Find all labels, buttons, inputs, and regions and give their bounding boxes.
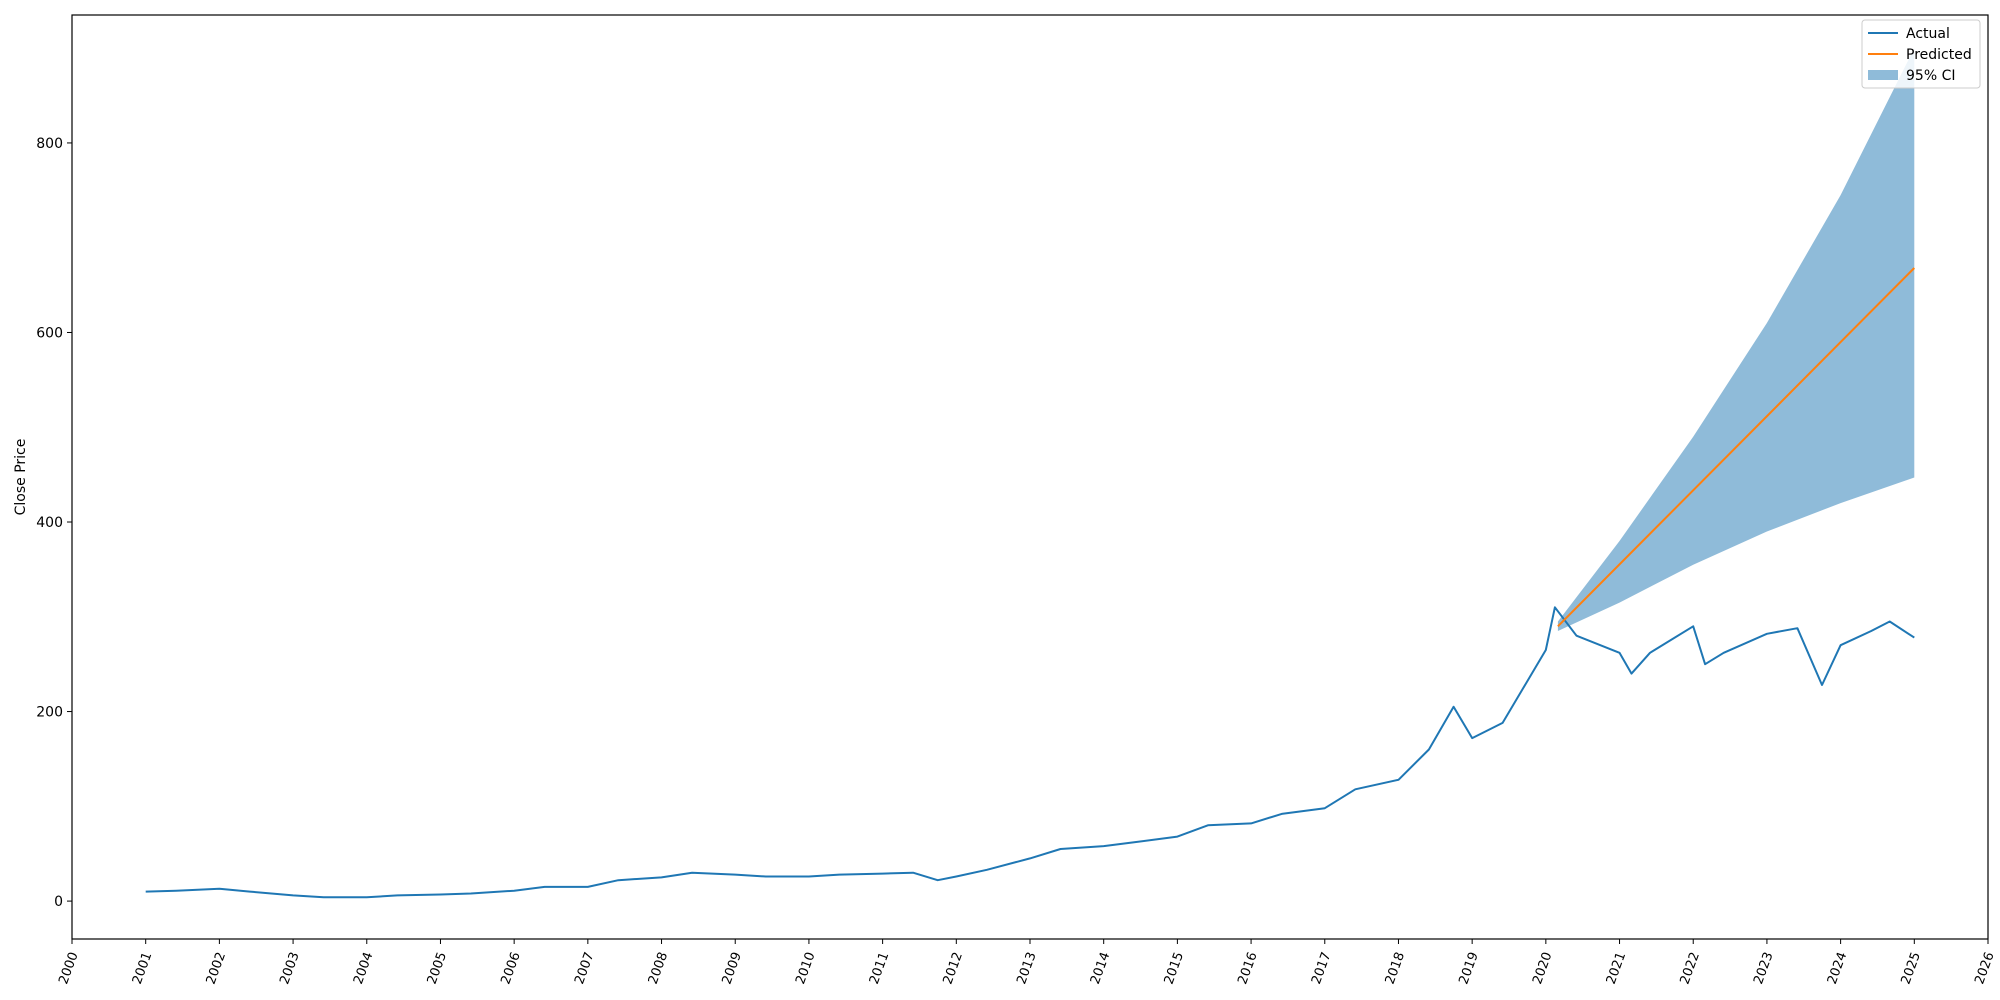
- x-axis: 2000 2001 2002 2003 2004 2005 2006 2007 2008 2009…: [56, 939, 1998, 986]
- legend-label: 95% CI: [1906, 68, 1955, 84]
- x-tick-label: 2015: [1162, 950, 1187, 986]
- x-tick-label: 2025: [1899, 950, 1924, 986]
- x-tick-label: 2000: [56, 950, 81, 986]
- x-tick-label: 2014: [1088, 950, 1113, 986]
- series-line-predicted: [1557, 267, 1916, 628]
- x-tick-label: 2002: [204, 950, 229, 986]
- y-tick-label: 400: [36, 515, 63, 531]
- x-tick-label: 2001: [130, 950, 155, 986]
- x-tick-label: 2013: [1014, 950, 1039, 986]
- legend-swatch: [1868, 70, 1898, 80]
- x-tick-label: 2016: [1235, 950, 1260, 986]
- x-tick-label: 2024: [1825, 950, 1850, 986]
- x-tick-label: 2021: [1604, 950, 1629, 986]
- x-tick-label: 2010: [793, 950, 818, 986]
- x-tick-label: 2004: [351, 950, 376, 986]
- confidence-band-layer: [1557, 48, 1915, 631]
- y-tick-label: 200: [36, 705, 63, 721]
- confidence-band-area: [1557, 48, 1915, 631]
- x-tick-label: 2003: [277, 950, 302, 986]
- x-tick-label: 2017: [1309, 950, 1334, 986]
- legend: Actual Predicted 95% CI: [1861, 19, 1981, 89]
- y-axis-label: Close Price: [13, 439, 29, 516]
- y-axis: 0 200 400 600 800: [36, 136, 72, 910]
- x-tick-label: 2026: [1972, 950, 1997, 986]
- y-tick-label: 0: [54, 894, 63, 910]
- y-tick-label: 600: [36, 325, 63, 341]
- x-tick-label: 2018: [1383, 950, 1408, 986]
- legend-label: Predicted: [1906, 47, 1972, 63]
- x-tick-label: 2009: [719, 950, 744, 986]
- x-tick-label: 2022: [1677, 950, 1702, 986]
- x-tick-label: 2005: [425, 950, 450, 986]
- series-line-actual: [145, 606, 1915, 899]
- x-tick-label: 2019: [1456, 950, 1481, 986]
- x-tick-label: 2012: [941, 950, 966, 986]
- legend-label: Actual: [1906, 26, 1950, 42]
- x-tick-label: 2020: [1530, 950, 1555, 986]
- x-tick-label: 2008: [646, 950, 671, 986]
- x-tick-label: 2007: [572, 950, 597, 986]
- y-tick-label: 800: [36, 136, 63, 152]
- x-tick-label: 2006: [498, 950, 523, 986]
- series-layer: [145, 267, 1916, 899]
- x-tick-label: 2011: [867, 950, 892, 986]
- x-tick-label: 2023: [1751, 950, 1776, 986]
